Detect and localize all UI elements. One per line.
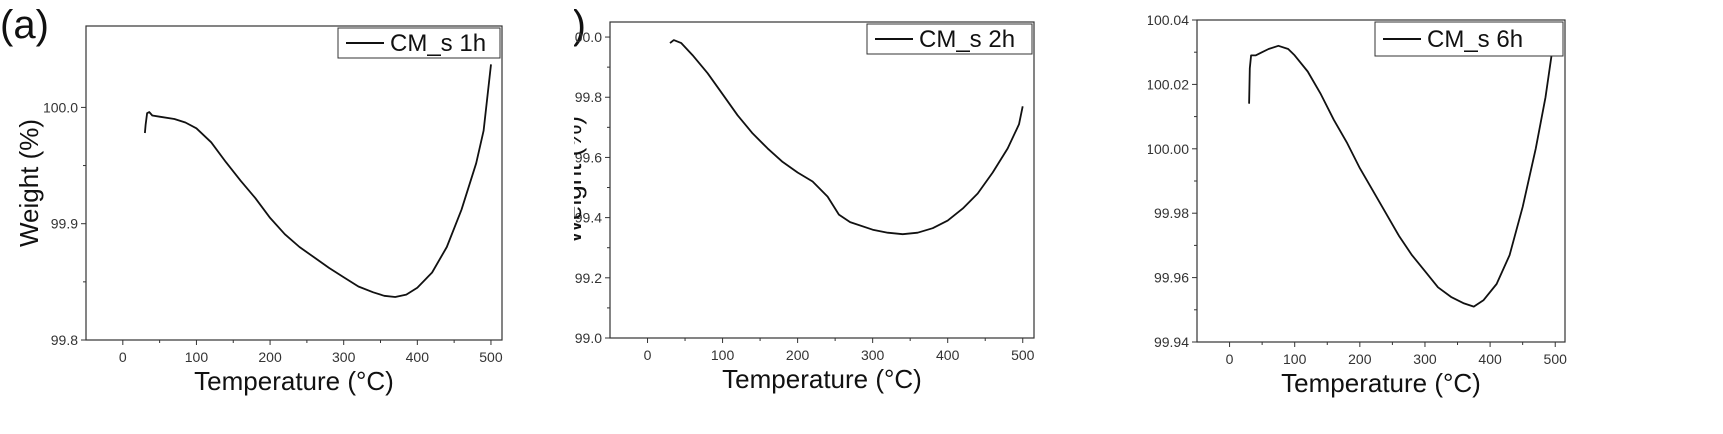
y-tick-label: 100.02 xyxy=(1148,76,1189,92)
y-tick-label: 99.8 xyxy=(575,89,602,105)
x-tick-label: 500 xyxy=(1011,347,1035,363)
y-tick-label: 99.98 xyxy=(1154,205,1189,221)
legend-label: CM_s 6h xyxy=(1427,26,1523,53)
chart-c: (c)010020030040050099.9499.9699.98100.00… xyxy=(1148,12,1568,398)
series-line xyxy=(669,39,1024,236)
y-tick-label: 99.4 xyxy=(575,210,602,226)
y-tick-label: 99.6 xyxy=(575,149,602,165)
x-tick-label: 100 xyxy=(185,349,209,365)
plot-frame xyxy=(85,25,503,341)
panel-c: (c)010020030040050099.9499.9699.98100.00… xyxy=(1148,0,1722,434)
x-tick-label: 500 xyxy=(1544,351,1568,367)
series-line xyxy=(144,64,492,298)
y-axis-title: Weight (%) xyxy=(574,116,587,244)
x-axis-title: Temperature (°C) xyxy=(194,366,394,396)
panel-label: (a) xyxy=(0,3,49,47)
y-axis-title: Weight (%) xyxy=(14,119,44,247)
x-tick-label: 200 xyxy=(258,349,282,365)
y-tick-label: 100.0 xyxy=(574,29,602,45)
y-tick-label: 100.04 xyxy=(1148,12,1189,28)
x-tick-label: 0 xyxy=(1226,351,1234,367)
y-tick-label: 99.8 xyxy=(51,332,78,348)
x-tick-label: 300 xyxy=(861,347,885,363)
x-tick-label: 300 xyxy=(332,349,356,365)
plot-frame xyxy=(1196,19,1566,343)
panel-a: (a) 0 100 200 300 400 500 99.8 99.9 100.0 Temperat… xyxy=(0,0,574,434)
y-tick-label: 99.2 xyxy=(575,270,602,286)
y-tick-label: 99.96 xyxy=(1154,270,1189,286)
x-tick-label: 400 xyxy=(1478,351,1502,367)
x-tick-label: 0 xyxy=(119,349,127,365)
y-tick-label: 99.9 xyxy=(51,216,78,232)
x-tick-label: 100 xyxy=(1283,351,1307,367)
chart-b: (b) 0 100 200 300 400 500 99.0 99.2 99.4 99.6 99.8 1… xyxy=(574,3,1035,394)
x-tick-label: 400 xyxy=(406,349,430,365)
x-tick-label: 200 xyxy=(786,347,810,363)
panel-b: (b) 0 100 200 300 400 500 99.0 99.2 99.4 99.6 99.8 1… xyxy=(574,0,1148,434)
series-line xyxy=(1248,44,1553,308)
chart-a: (a) 0 100 200 300 400 500 99.8 99.9 100.0 Temperat… xyxy=(0,3,503,396)
y-tick-label: 99.0 xyxy=(575,330,602,346)
panel-label: (b) xyxy=(574,3,586,47)
x-tick-label: 300 xyxy=(1413,351,1437,367)
legend-label: CM_s 2h xyxy=(919,26,1015,53)
x-tick-label: 100 xyxy=(711,347,735,363)
x-axis-title: Temperature (°C) xyxy=(1281,368,1481,398)
y-tick-label: 99.94 xyxy=(1154,334,1189,350)
x-tick-label: 400 xyxy=(936,347,960,363)
y-tick-label: 100.0 xyxy=(43,99,78,115)
plot-frame xyxy=(609,21,1035,339)
y-tick-label: 100.00 xyxy=(1148,141,1189,157)
legend-label: CM_s 1h xyxy=(390,30,486,57)
x-tick-label: 200 xyxy=(1348,351,1372,367)
x-axis-title: Temperature (°C) xyxy=(722,364,922,394)
x-tick-label: 0 xyxy=(644,347,652,363)
x-tick-label: 500 xyxy=(479,349,503,365)
